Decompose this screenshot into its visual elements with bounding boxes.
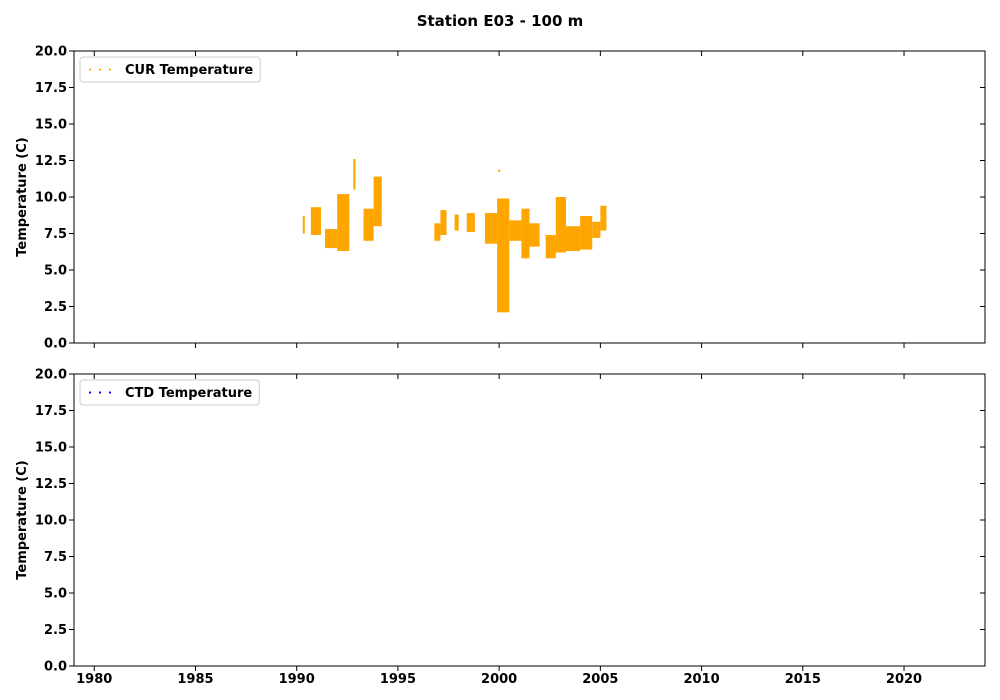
data-band [580,215,593,250]
data-band [484,213,498,244]
y-tick-label: 10.0 [35,514,67,529]
legend-marker [108,68,112,71]
x-tick-label: 1985 [177,672,213,687]
y-tick-label: 17.5 [35,81,67,96]
y-tick-label: 2.5 [44,300,67,315]
y-tick-label: 5.0 [44,587,67,602]
x-tick-label: 2020 [886,672,922,687]
data-band [497,198,510,313]
y-tick-label: 7.5 [44,550,67,565]
legend: CTD Temperature [79,379,260,406]
data-band [434,223,441,241]
legend-box [79,56,261,83]
y-axis-label: Temperature (C) [15,460,30,579]
cur-temperature-panel: 0.0 2.5 5.0 7.5 10.0 12.5 15.0 17.5 20.0 Temperat… [15,45,986,352]
x-tick-label: 1980 [76,672,112,687]
y-axis-label: Temperature (C) [15,137,30,256]
x-tick-label: 2005 [582,672,618,687]
legend-marker [98,68,102,71]
data-band [353,159,356,190]
data-band [466,213,475,233]
y-tick-label: 0.0 [44,337,67,352]
ctd-temperature-panel: 0.0 2.5 5.0 7.5 10.0 12.5 15.0 17.5 20.0 1980 1985… [15,368,986,687]
figure-title: Station E03 - 100 m [417,12,584,30]
y-tick-label: 2.5 [44,623,67,638]
legend-marker [98,391,102,394]
series-0 [302,159,607,313]
legend: CUR Temperature [79,56,261,83]
data-band [592,221,601,238]
data-band [337,194,350,252]
data-band [373,176,382,227]
y-tick-label: 0.0 [44,660,67,675]
data-band [600,205,607,231]
y-tick-label: 5.0 [44,264,67,279]
x-tick-label: 2015 [785,672,821,687]
legend-label: CUR Temperature [125,63,253,78]
y-tick-label: 15.0 [35,118,67,133]
y-tick-label: 12.5 [35,477,67,492]
y-tick-label: 10.0 [35,191,67,206]
data-band [555,197,566,253]
data-band [302,215,305,234]
legend-box [79,379,260,406]
data-band [363,208,374,241]
data-point [497,169,501,172]
legend-marker [88,68,92,71]
x-tick-label: 2010 [683,672,719,687]
legend-label: CTD Temperature [125,386,252,401]
data-band [454,214,459,231]
y-tick-label: 12.5 [35,154,67,169]
y-tick-label: 7.5 [44,227,67,242]
data-band [521,208,530,259]
y-tick-label: 20.0 [35,368,67,383]
y-tick-label: 17.5 [35,404,67,419]
data-band [325,229,338,249]
data-band [529,223,540,247]
x-tick-label: 2000 [481,672,517,687]
data-band [310,207,321,235]
y-tick-label: 20.0 [35,45,67,60]
x-tick-label: 1990 [279,672,315,687]
data-band [545,234,556,259]
x-tick-label: 1995 [380,672,416,687]
data-band [440,210,447,235]
data-band [565,226,581,252]
legend-marker [88,391,92,394]
y-tick-label: 15.0 [35,441,67,456]
data-band [509,220,522,241]
legend-marker [108,391,112,394]
